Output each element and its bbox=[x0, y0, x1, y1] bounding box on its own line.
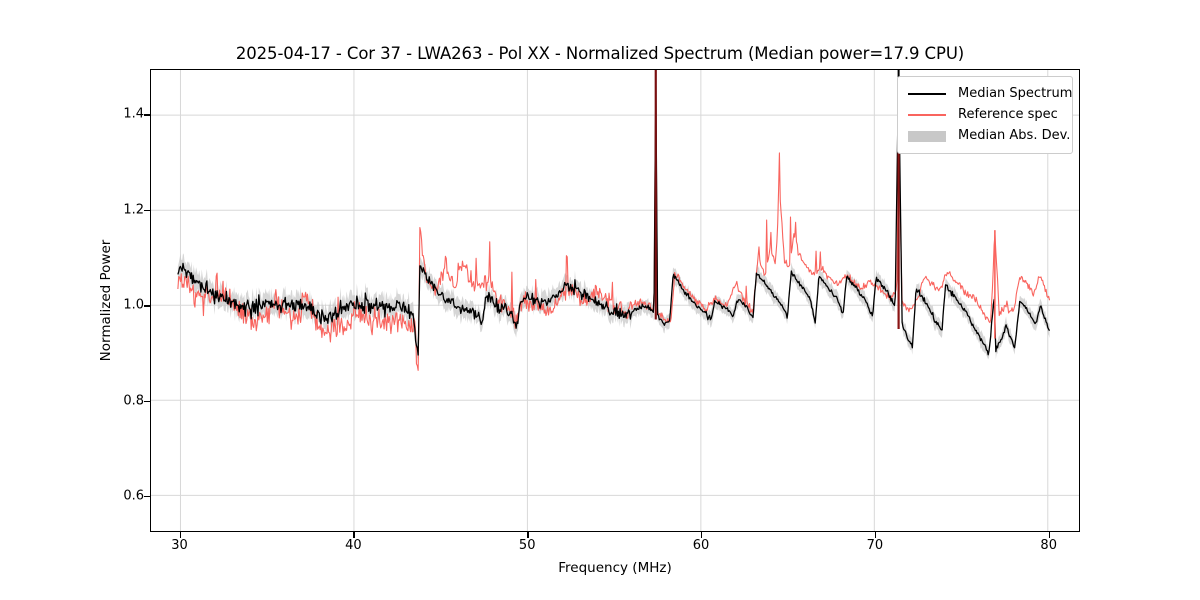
x-tickmark bbox=[353, 532, 355, 538]
spectrum-plot-area bbox=[177, 70, 1051, 371]
x-tickmark bbox=[701, 532, 703, 538]
plot-axes bbox=[150, 69, 1080, 532]
y-tick-label: 1.2 bbox=[123, 202, 144, 218]
y-tickmark bbox=[144, 496, 150, 498]
legend-item-median-spectrum: Median Spectrum bbox=[906, 83, 1072, 104]
legend-label-median-spectrum: Median Spectrum bbox=[958, 86, 1073, 101]
y-tick-label: 0.6 bbox=[123, 488, 144, 504]
x-tick-label: 70 bbox=[866, 538, 884, 553]
legend-key-median-abs-dev bbox=[906, 129, 948, 143]
legend-item-reference-spec: Reference spec bbox=[906, 104, 1064, 125]
y-tick-label: 1.0 bbox=[123, 297, 144, 313]
legend-item-median-abs-dev: Median Abs. Dev. bbox=[906, 125, 1070, 146]
x-tick-label: 50 bbox=[518, 538, 536, 553]
legend-key-median-spectrum bbox=[906, 87, 948, 101]
reference-spec-line bbox=[177, 86, 1051, 371]
x-axis-label: Frequency (MHz) bbox=[558, 560, 672, 576]
y-tickmark bbox=[144, 305, 150, 307]
x-axis-tick-labels: 30 40 50 60 70 80 bbox=[150, 538, 1080, 558]
x-tickmark bbox=[874, 532, 877, 538]
y-tickmark bbox=[144, 400, 150, 403]
median-abs-dev-swatch bbox=[908, 130, 946, 142]
y-axis-tick-labels: 0.6 0.8 1.0 1.2 1.4 bbox=[96, 69, 144, 532]
x-tickmark bbox=[179, 532, 181, 538]
y-tick-label: 0.8 bbox=[123, 393, 144, 409]
x-tickmark bbox=[527, 532, 529, 538]
x-tick-label: 80 bbox=[1040, 538, 1057, 553]
legend-label-reference-spec: Reference spec bbox=[958, 107, 1058, 122]
page-title: 2025-04-17 - Cor 37 - LWA263 - Pol XX - … bbox=[235, 44, 965, 63]
reference-spec-swatch bbox=[908, 113, 946, 116]
y-tickmark bbox=[144, 209, 150, 212]
x-tick-label: 60 bbox=[692, 538, 710, 553]
median-spectrum-line bbox=[177, 77, 1051, 356]
legend: Median Spectrum Reference spec Median Ab… bbox=[897, 76, 1073, 154]
x-tickmark bbox=[1048, 532, 1050, 538]
x-tick-label: 30 bbox=[171, 538, 188, 553]
x-tick-label: 40 bbox=[345, 538, 362, 553]
y-tickmark bbox=[144, 114, 150, 116]
legend-label-median-abs-dev: Median Abs. Dev. bbox=[958, 128, 1071, 143]
y-tick-label: 1.4 bbox=[123, 106, 144, 122]
legend-key-reference-spec bbox=[906, 108, 948, 122]
median-spectrum-swatch bbox=[908, 92, 946, 95]
